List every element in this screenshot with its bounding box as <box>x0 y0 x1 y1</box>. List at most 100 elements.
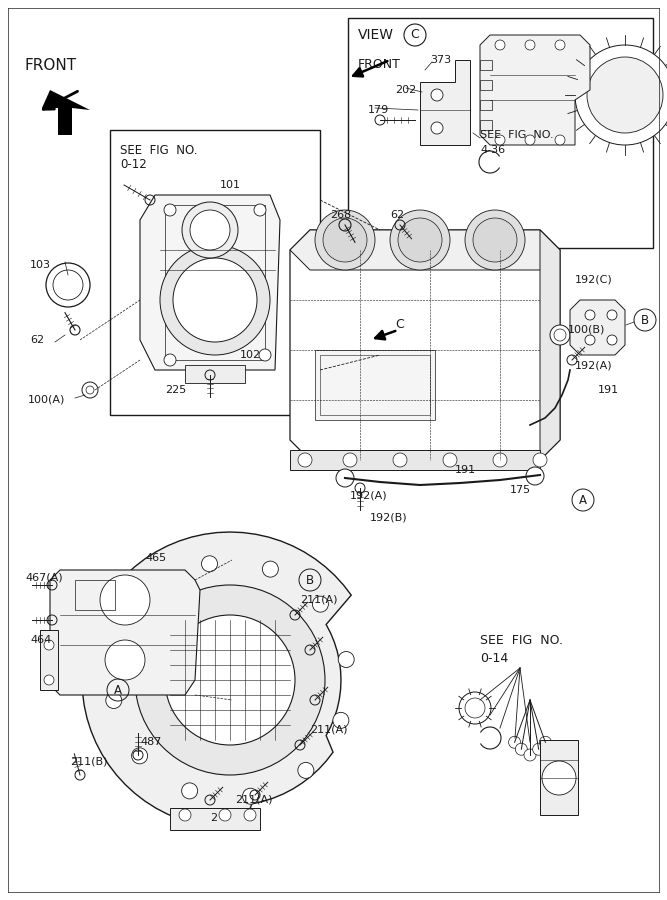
Polygon shape <box>420 60 470 145</box>
Circle shape <box>131 748 147 764</box>
Text: 192(A): 192(A) <box>350 490 388 500</box>
Circle shape <box>585 335 595 345</box>
Text: 0-12: 0-12 <box>120 158 147 172</box>
Bar <box>40 630 58 690</box>
Circle shape <box>473 218 517 262</box>
Circle shape <box>575 45 667 145</box>
Bar <box>185 365 245 383</box>
Circle shape <box>509 736 521 748</box>
Circle shape <box>585 310 595 320</box>
Circle shape <box>516 743 528 755</box>
Text: B: B <box>306 573 314 587</box>
Circle shape <box>465 210 525 270</box>
Text: FRONT: FRONT <box>25 58 77 73</box>
Text: 2: 2 <box>210 813 217 823</box>
Polygon shape <box>570 300 625 355</box>
Circle shape <box>431 122 443 134</box>
Text: 202: 202 <box>395 85 416 95</box>
Bar <box>165 205 265 360</box>
Circle shape <box>262 561 278 577</box>
Polygon shape <box>540 230 560 460</box>
Text: 192(A): 192(A) <box>575 360 612 370</box>
Circle shape <box>533 453 547 467</box>
Circle shape <box>201 556 217 572</box>
Text: C: C <box>396 319 404 331</box>
Circle shape <box>587 57 663 133</box>
Circle shape <box>542 761 576 795</box>
Text: C: C <box>411 29 420 41</box>
Bar <box>480 100 492 110</box>
Text: A: A <box>579 493 587 507</box>
Text: 0-14: 0-14 <box>480 652 508 664</box>
Text: SEE  FIG  NO.: SEE FIG NO. <box>480 634 563 646</box>
Polygon shape <box>290 230 560 270</box>
Circle shape <box>495 135 505 145</box>
Text: 103: 103 <box>30 260 51 270</box>
Circle shape <box>160 245 270 355</box>
Circle shape <box>179 809 191 821</box>
Text: 268: 268 <box>330 210 352 220</box>
Polygon shape <box>480 35 590 145</box>
Circle shape <box>459 692 491 724</box>
Text: 465: 465 <box>145 553 166 563</box>
Text: 192(B): 192(B) <box>370 513 408 523</box>
Circle shape <box>493 453 507 467</box>
Polygon shape <box>50 570 200 695</box>
Bar <box>170 808 260 830</box>
Circle shape <box>533 743 545 755</box>
Bar <box>110 130 320 415</box>
Text: 179: 179 <box>368 105 390 115</box>
Circle shape <box>525 135 535 145</box>
Circle shape <box>105 640 145 680</box>
Circle shape <box>443 453 457 467</box>
Circle shape <box>111 632 127 648</box>
Circle shape <box>106 692 122 708</box>
Circle shape <box>390 210 450 270</box>
Circle shape <box>135 585 325 775</box>
Text: 100(B): 100(B) <box>568 325 606 335</box>
Circle shape <box>181 783 197 799</box>
Text: 191: 191 <box>455 465 476 475</box>
Circle shape <box>526 467 544 485</box>
Circle shape <box>44 640 54 650</box>
Text: 192(C): 192(C) <box>575 275 613 285</box>
Circle shape <box>298 762 314 778</box>
Bar <box>480 60 492 70</box>
Circle shape <box>44 675 54 685</box>
Text: 487: 487 <box>140 737 161 747</box>
Circle shape <box>243 788 259 805</box>
Text: 211(A): 211(A) <box>235 795 273 805</box>
Bar <box>540 740 578 815</box>
Circle shape <box>524 749 536 761</box>
Circle shape <box>190 210 230 250</box>
Text: 211(B): 211(B) <box>70 757 107 767</box>
Text: 62: 62 <box>30 335 44 345</box>
Text: 101: 101 <box>220 180 241 190</box>
Circle shape <box>244 809 256 821</box>
Circle shape <box>495 40 505 50</box>
Bar <box>480 120 492 130</box>
Circle shape <box>333 713 349 728</box>
Polygon shape <box>82 532 352 828</box>
Circle shape <box>259 349 271 361</box>
Polygon shape <box>290 230 560 460</box>
Text: 175: 175 <box>510 485 531 495</box>
Circle shape <box>164 204 176 216</box>
Circle shape <box>312 596 328 612</box>
Circle shape <box>146 581 162 598</box>
Circle shape <box>555 40 565 50</box>
Text: 100(A): 100(A) <box>28 395 65 405</box>
Text: SEE  FIG  NO.: SEE FIG NO. <box>120 143 197 157</box>
Circle shape <box>46 263 90 307</box>
Circle shape <box>540 736 552 748</box>
Circle shape <box>315 210 375 270</box>
Bar <box>480 80 492 90</box>
Text: 62: 62 <box>390 210 404 220</box>
Bar <box>290 450 540 470</box>
Text: 373: 373 <box>430 55 451 65</box>
Text: VIEW: VIEW <box>358 28 394 42</box>
Circle shape <box>219 809 231 821</box>
Text: FRONT: FRONT <box>358 58 401 71</box>
Bar <box>320 355 430 415</box>
Bar <box>348 18 653 248</box>
